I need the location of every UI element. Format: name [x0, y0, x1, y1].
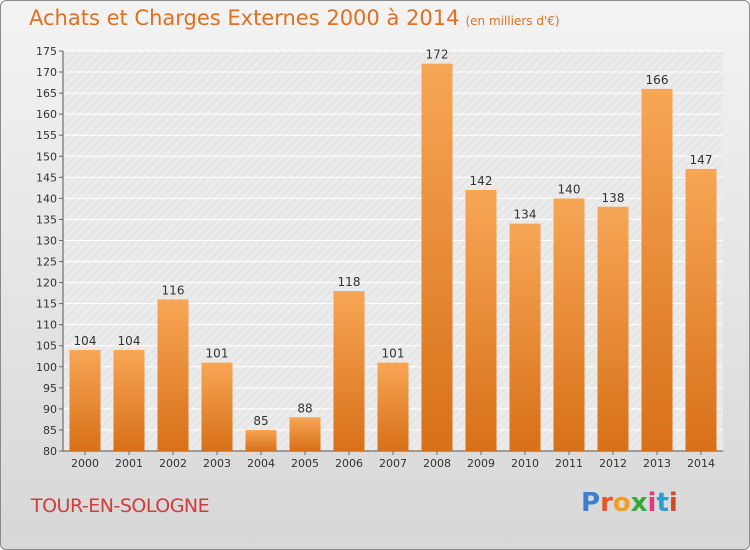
y-tick-label: 135	[36, 213, 57, 226]
bar-value-label: 140	[558, 182, 581, 196]
proxiti-logo: Proxiti	[581, 488, 678, 518]
bar-value-label: 104	[118, 334, 141, 348]
y-tick-label: 155	[36, 129, 57, 142]
bar	[245, 429, 277, 451]
bar	[157, 299, 189, 451]
bar	[377, 362, 409, 451]
bar	[465, 189, 497, 451]
bar	[333, 291, 365, 451]
logo-letter: i	[668, 488, 678, 518]
logo-letter: o	[612, 488, 631, 518]
x-tick-label: 2004	[247, 457, 275, 470]
y-tick-label: 130	[36, 234, 57, 247]
x-tick-label: 2000	[71, 457, 99, 470]
bar-value-label: 172	[426, 48, 449, 62]
x-tick-label: 2013	[643, 457, 671, 470]
y-tick-label: 85	[43, 424, 57, 437]
y-tick-label: 160	[36, 108, 57, 121]
bar	[421, 63, 453, 451]
y-tick-label: 125	[36, 256, 57, 269]
y-tick-label: 140	[36, 192, 57, 205]
x-tick-label: 2014	[687, 457, 715, 470]
y-tick-label: 90	[43, 403, 57, 416]
x-tick-label: 2008	[423, 457, 451, 470]
bar-value-label: 85	[253, 414, 268, 428]
bar-value-label: 166	[646, 73, 669, 87]
y-tick-label: 95	[43, 382, 57, 395]
bar-value-label: 142	[470, 174, 493, 188]
bar-value-label: 147	[690, 153, 713, 167]
x-tick-label: 2007	[379, 457, 407, 470]
logo-letter: t	[656, 488, 669, 518]
x-tick-label: 2010	[511, 457, 539, 470]
x-tick-label: 2009	[467, 457, 495, 470]
y-tick-label: 110	[36, 319, 57, 332]
x-tick-label: 2011	[555, 457, 583, 470]
x-tick-label: 2003	[203, 457, 231, 470]
logo-letter: r	[600, 488, 613, 518]
y-tick-label: 170	[36, 66, 57, 79]
bar-value-label: 138	[602, 191, 625, 205]
y-tick-label: 120	[36, 277, 57, 290]
x-tick-label: 2001	[115, 457, 143, 470]
bar-value-label: 101	[382, 347, 405, 361]
bar-value-label: 134	[514, 208, 537, 222]
bar	[509, 223, 541, 451]
title-unit: (en milliers d'€)	[465, 14, 560, 28]
title-text: Achats et Charges Externes 2000 à 2014	[29, 6, 460, 30]
x-tick-label: 2005	[291, 457, 319, 470]
bar	[289, 417, 321, 451]
logo-letter: P	[581, 488, 601, 518]
x-tick-label: 2012	[599, 457, 627, 470]
bar-value-label: 104	[74, 334, 97, 348]
bar	[113, 349, 145, 451]
y-tick-label: 105	[36, 340, 57, 353]
y-tick-label: 175	[36, 45, 57, 58]
bar	[597, 206, 629, 451]
logo-letter: x	[630, 488, 648, 518]
x-tick-label: 2006	[335, 457, 363, 470]
bar	[69, 349, 101, 451]
y-tick-label: 165	[36, 87, 57, 100]
bar	[641, 88, 673, 451]
bar-value-label: 88	[297, 401, 312, 415]
y-tick-label: 145	[36, 171, 57, 184]
y-tick-label: 80	[43, 445, 57, 458]
bar-value-label: 118	[338, 275, 361, 289]
x-tick-label: 2002	[159, 457, 187, 470]
y-tick-label: 100	[36, 361, 57, 374]
logo-letter: i	[647, 488, 657, 518]
chart-title: Achats et Charges Externes 2000 à 2014 (e…	[29, 6, 560, 30]
bar-value-label: 116	[162, 283, 185, 297]
bar	[685, 168, 717, 452]
y-tick-label: 115	[36, 298, 57, 311]
bar	[201, 362, 233, 451]
y-tick-label: 150	[36, 150, 57, 163]
bar-value-label: 101	[206, 347, 229, 361]
bar	[553, 198, 585, 451]
commune-name: TOUR-EN-SOLOGNE	[31, 495, 210, 517]
